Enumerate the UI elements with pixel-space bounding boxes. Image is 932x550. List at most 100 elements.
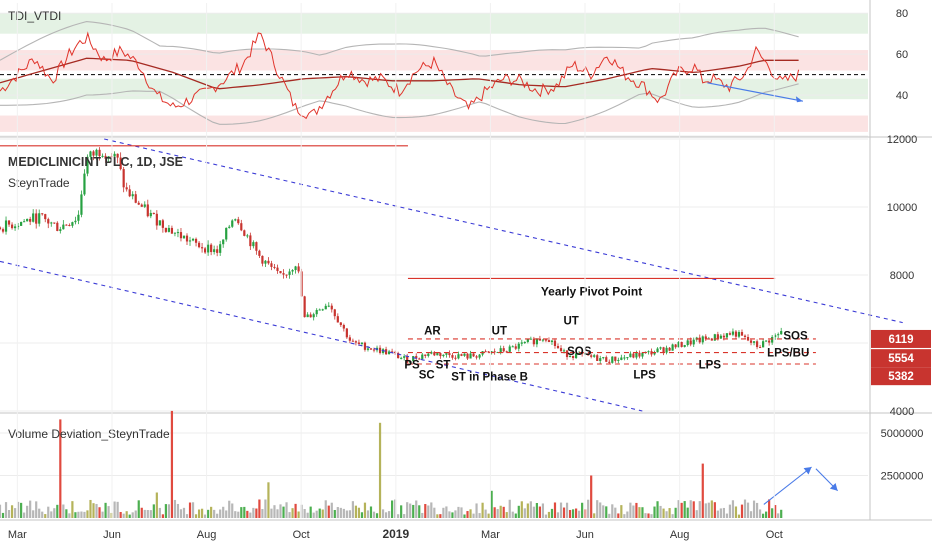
candle-body [107,156,110,159]
volume-bar [47,506,50,518]
candle-body [137,202,140,205]
candle-body [692,339,695,345]
volume-bar [614,507,617,518]
volume-bar [68,513,71,518]
volume-bar [35,501,38,518]
candle-body [369,348,373,350]
channel-line-0 [104,138,903,324]
volume-bar [427,505,430,518]
candle-body [267,260,270,264]
candle-body [35,213,38,224]
time-axis[interactable]: Mar Jun Aug Oct 2019 Mar Jun Aug Oct [8,3,783,541]
candle-body [200,247,204,249]
time-axis-tick: Jun [103,529,121,541]
volume-bar [333,509,336,518]
volume-bar [602,505,605,518]
volume-bar [409,503,412,518]
wyckoff-label: LPS [699,360,722,372]
volume-bar [433,507,436,518]
candle-body [327,305,330,307]
tdi-arrow-head [795,96,803,103]
volume-bar [526,503,529,518]
volume-bar [457,506,460,518]
candle-body [487,351,490,353]
volume-bar [692,501,695,518]
volume-bar [520,501,523,518]
volume-bar [188,502,192,518]
candle-body [469,353,472,359]
candle-body [436,353,439,356]
candle-body [152,212,155,214]
right-price-axis[interactable]: 4060804000600080001000012000250000050000… [871,8,931,483]
volume-bar [671,514,674,518]
volume-bar [400,505,403,518]
volume-bar [44,514,47,518]
candle-body [538,338,542,341]
candle-body [282,273,285,275]
candle-body [493,351,496,353]
volume-bar [194,514,198,518]
volume-bar [644,513,647,518]
volume-bar [547,511,551,518]
volume-bar [26,505,29,518]
tdi-pane[interactable]: TDI_VTDI [0,9,868,137]
volume-bar [650,514,653,518]
candle-body [210,244,213,253]
candle-body [472,353,475,357]
volume-bar [758,509,762,518]
candle-body [424,354,427,356]
volume-bar [587,499,590,518]
candle-body [457,354,460,359]
volume-bar [176,503,180,518]
tdi-zone-0 [0,13,868,34]
candle-body [686,340,689,346]
volume-bar [119,511,122,518]
candle-body [614,356,617,361]
volume-bar [499,505,502,518]
volume-bar [677,500,680,518]
candle-body [26,218,29,222]
tdi-axis-tick: 40 [896,90,908,102]
candle-body [508,346,511,352]
candle-body [285,274,288,276]
volume-bar [731,500,735,518]
volume-bar [116,501,119,518]
volume-bar [149,510,152,518]
volume-bar [771,508,774,518]
volume-bar [662,508,665,518]
price-axis-tick: 8000 [890,270,914,282]
candle-body [550,340,554,342]
volume-bar [303,509,306,518]
volume-bar [626,511,629,518]
candle-body [526,339,529,342]
volume-bar [173,499,177,518]
volume-bar [617,513,620,518]
volume-bar [336,507,339,518]
volume-bar [553,502,557,518]
volume-bar [101,511,104,518]
candle-body [502,348,505,352]
candle-body [176,232,180,234]
candle-body [647,351,650,353]
candle-body [496,352,499,354]
volume-bar [294,503,297,518]
volume-bar [418,505,421,518]
volume-bar [668,508,671,518]
candle-body [698,337,701,343]
volume-pane[interactable]: Volume Deviation_SteynTrade [0,410,868,518]
candle-body [4,220,8,232]
candle-body [164,227,167,232]
volume-annotations [763,466,839,505]
volume-bar [348,510,351,518]
tdi-lower-band [0,83,799,125]
volume-bar [737,514,741,518]
tdi-price-line [0,31,800,120]
volume-bar [318,508,321,518]
volume-bar [366,510,370,518]
candle-body [13,226,17,229]
price-pane[interactable]: Yearly Pivot Point AR UT UT SOS SOS PSSCSTST … [0,138,903,412]
candle-body [620,357,623,360]
volume-bar [86,510,89,518]
wyckoff-label: SC [419,370,435,382]
